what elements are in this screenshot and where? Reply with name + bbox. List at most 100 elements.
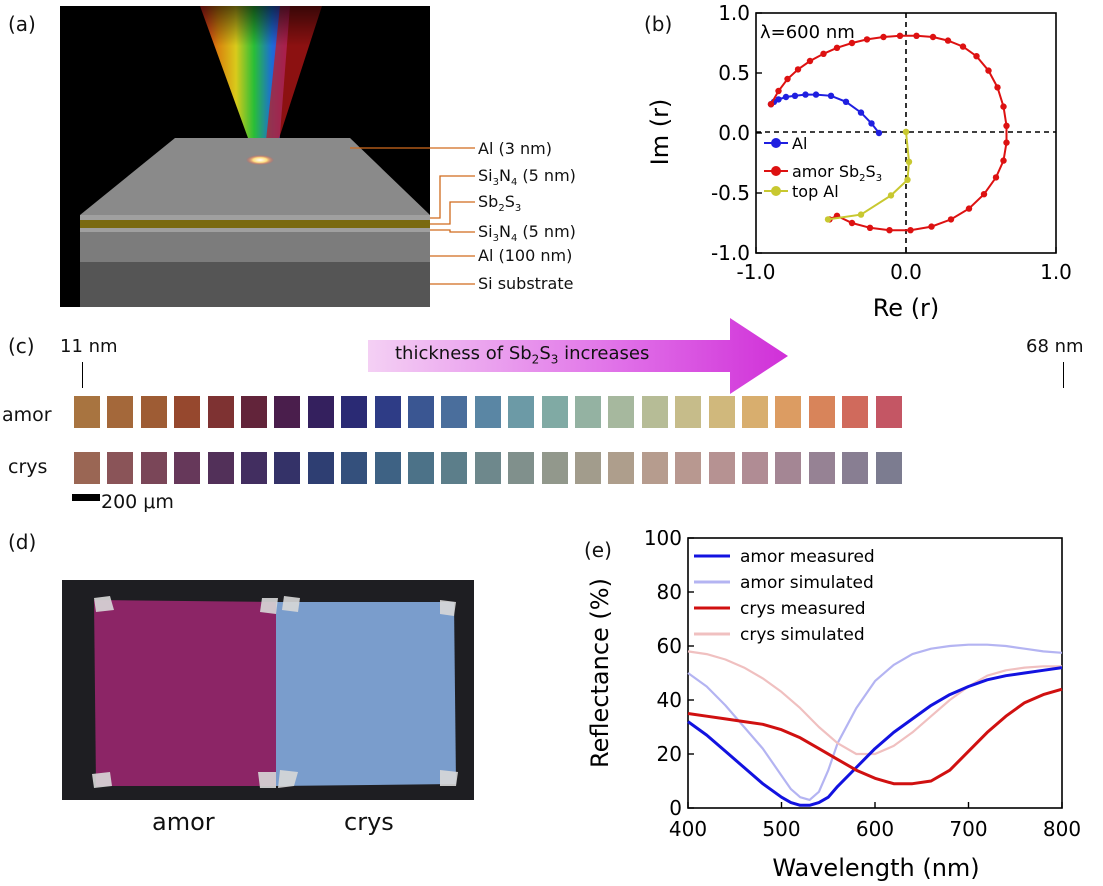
panel-label-b: (b) bbox=[644, 12, 673, 36]
row-label-crys: crys bbox=[8, 456, 48, 478]
panel-label-e: (e) bbox=[584, 538, 612, 562]
y-tick-label: 40 bbox=[657, 688, 682, 712]
legend: amor measured amor simulated crys measured… bbox=[694, 547, 875, 645]
color-swatch bbox=[207, 452, 234, 484]
data-point bbox=[985, 67, 992, 74]
data-point bbox=[863, 36, 871, 43]
x-tick-label: 700 bbox=[949, 817, 987, 841]
y-axis-label: Reflectance (%) bbox=[586, 578, 614, 768]
data-point bbox=[842, 98, 850, 106]
data-point bbox=[980, 191, 988, 198]
data-point bbox=[886, 227, 893, 234]
data-point bbox=[992, 174, 1000, 181]
color-swatch bbox=[808, 396, 835, 428]
x-tick-label: 800 bbox=[1043, 817, 1081, 841]
panel-a-stack-illustration bbox=[60, 6, 475, 307]
data-point bbox=[1000, 157, 1007, 164]
color-swatch bbox=[641, 452, 668, 484]
sb2s3-layer bbox=[80, 220, 430, 228]
y-tick-label: -1.0 bbox=[711, 241, 750, 265]
end-thickness-label: 68 nm bbox=[1026, 336, 1084, 357]
data-point bbox=[880, 33, 887, 41]
data-point bbox=[827, 92, 835, 100]
thickness-arrow bbox=[368, 318, 788, 394]
panel-label-a: (a) bbox=[8, 12, 36, 36]
layer-label-sb2s3: Sb2S3 bbox=[478, 192, 522, 215]
series-line-0 bbox=[687, 666, 1063, 807]
data-point bbox=[965, 205, 973, 212]
color-swatch bbox=[608, 396, 635, 428]
tape-pieces bbox=[92, 596, 458, 788]
data-point bbox=[802, 91, 809, 98]
data-point bbox=[905, 158, 913, 165]
photo-label-amor: amor bbox=[152, 808, 215, 836]
data-point bbox=[887, 192, 895, 199]
legend-entry: crys measured bbox=[740, 599, 866, 619]
color-swatch bbox=[107, 396, 134, 428]
y-tick-label: 0.0 bbox=[718, 121, 750, 145]
color-swatch bbox=[875, 452, 902, 484]
y-tick-label: 0 bbox=[669, 796, 682, 820]
color-swatch bbox=[140, 396, 167, 428]
si-substrate bbox=[80, 262, 430, 307]
data-point bbox=[1003, 139, 1010, 146]
data-point bbox=[896, 32, 904, 39]
si3n4-top-layer bbox=[80, 215, 430, 220]
color-swatch bbox=[174, 452, 201, 484]
color-swatch bbox=[608, 452, 635, 484]
color-swatch bbox=[207, 396, 234, 428]
end-marker-line bbox=[1063, 362, 1064, 388]
al-top-layer bbox=[80, 138, 430, 215]
start-thickness-label: 11 nm bbox=[60, 336, 118, 357]
y-axis-label: Im (r) bbox=[646, 99, 674, 166]
layer-label-al-100nm: Al (100 nm) bbox=[478, 246, 573, 265]
color-swatch bbox=[474, 452, 501, 484]
y-tick-label: 100 bbox=[644, 530, 682, 550]
color-swatch bbox=[708, 396, 735, 428]
series-line-1 bbox=[687, 643, 1063, 801]
color-swatch bbox=[441, 396, 468, 428]
data-point bbox=[875, 129, 883, 137]
legend-al: Al bbox=[792, 134, 807, 153]
arrow-text: thickness of Sb2S3 increases bbox=[395, 343, 650, 367]
color-swatch bbox=[107, 452, 134, 484]
color-swatch bbox=[708, 452, 735, 484]
color-swatch bbox=[140, 452, 167, 484]
color-swatch bbox=[408, 396, 434, 428]
data-point bbox=[794, 66, 802, 73]
data-point bbox=[848, 219, 856, 227]
photo-label-crys: crys bbox=[344, 808, 394, 836]
amor-sample bbox=[94, 600, 276, 786]
x-axis-label: Re (r) bbox=[873, 294, 940, 322]
data-point bbox=[907, 227, 914, 234]
color-swatch bbox=[408, 452, 434, 484]
y-tick-label: -0.5 bbox=[711, 181, 750, 205]
data-point bbox=[1003, 122, 1010, 129]
color-swatch bbox=[742, 396, 768, 428]
color-swatch bbox=[474, 396, 501, 428]
color-swatch bbox=[341, 396, 368, 428]
layer-label-si3n4-bottom: Si3N4 (5 nm) bbox=[478, 222, 576, 245]
scale-bar bbox=[72, 494, 100, 501]
color-swatch bbox=[441, 452, 468, 484]
color-swatch bbox=[274, 396, 301, 428]
x-tick-label: 1.0 bbox=[1040, 260, 1072, 284]
legend-entry: amor measured bbox=[740, 547, 875, 567]
start-marker-line bbox=[82, 362, 83, 388]
color-swatch bbox=[307, 452, 334, 484]
data-point bbox=[791, 92, 799, 100]
series-line-2 bbox=[827, 131, 911, 221]
color-swatch bbox=[508, 396, 535, 428]
color-swatch bbox=[808, 452, 835, 484]
color-swatch bbox=[575, 396, 601, 428]
si3n4-bottom-layer bbox=[80, 228, 430, 232]
layer-label-al-3nm: Al (3 nm) bbox=[478, 139, 552, 158]
y-tick-label: 80 bbox=[657, 580, 682, 604]
legend-entry: amor simulated bbox=[740, 573, 874, 593]
panel-label-d: (d) bbox=[8, 530, 37, 554]
y-tick-label: 20 bbox=[657, 742, 682, 766]
data-point bbox=[824, 216, 832, 223]
legend-amor: amor Sb2S3 bbox=[792, 162, 882, 184]
x-tick-label: -1.0 bbox=[736, 260, 775, 284]
data-point bbox=[857, 211, 865, 218]
